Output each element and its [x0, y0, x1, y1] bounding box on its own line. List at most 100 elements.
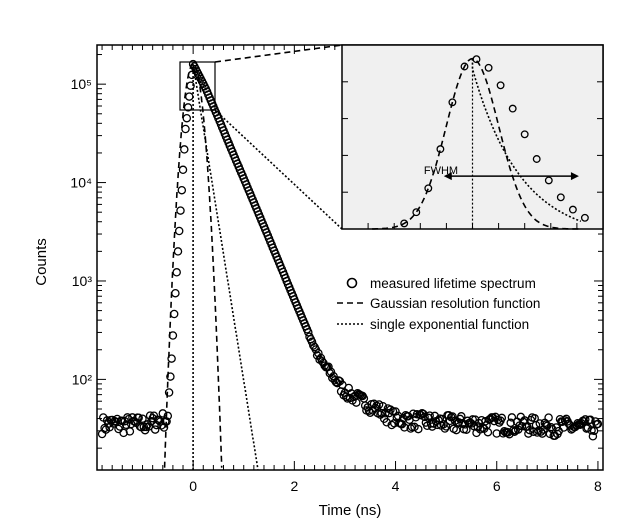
data-point: [169, 309, 179, 319]
data-point: [378, 401, 388, 411]
data-point: [414, 424, 423, 434]
data-point: [182, 113, 192, 123]
data-point: [330, 376, 340, 385]
data-point: [497, 413, 507, 423]
data-point: [588, 432, 598, 441]
data-point: [186, 81, 195, 90]
y-tick-label: 10⁴: [70, 175, 92, 191]
data-point: [425, 411, 434, 420]
data-point: [171, 288, 180, 298]
data-point: [450, 416, 460, 426]
data-point: [535, 419, 545, 428]
inset-data-point: [568, 205, 577, 214]
x-tick-label: 2: [290, 478, 298, 494]
inset: FWHM: [341, 44, 604, 230]
zoom-connector-top: [214, 44, 343, 63]
data-point: [158, 409, 168, 418]
x-tick-label: 4: [392, 478, 400, 494]
data-point: [457, 412, 466, 421]
data-point: [162, 417, 171, 426]
inset-data-point: [424, 184, 433, 193]
data-point: [168, 331, 178, 340]
data-point: [180, 145, 189, 154]
data-point: [177, 185, 187, 195]
data-point: [586, 415, 595, 425]
data-point: [544, 413, 553, 422]
inset-data-point: [508, 104, 517, 113]
inset-data-point: [460, 62, 469, 71]
data-point: [181, 124, 190, 134]
x-tick-label: 6: [493, 478, 501, 494]
data-point: [183, 103, 193, 112]
inset-data-point: [448, 98, 457, 107]
data-point: [507, 413, 517, 422]
data-point: [123, 413, 132, 422]
exponential-curve: [192, 63, 259, 470]
data-point: [164, 388, 174, 397]
legend-label-measured: measured lifetime spectrum: [370, 276, 536, 291]
inset-fwhm-label: FWHM: [424, 165, 458, 177]
inset-data-point: [472, 55, 481, 64]
data-point: [134, 413, 143, 422]
x-tick-label: 0: [189, 478, 197, 494]
y-tick-label: 10³: [72, 273, 93, 289]
zoom-box: [179, 61, 216, 111]
fit-curves: [163, 63, 259, 470]
data-point: [444, 411, 453, 420]
data-point: [326, 367, 336, 377]
inset-data-point: [412, 208, 421, 217]
data-point: [176, 206, 185, 215]
data-point: [420, 412, 429, 422]
inset-data-point: [580, 213, 589, 222]
legend-label-gaussian: Gaussian resolution function: [370, 296, 540, 311]
data-point: [448, 412, 457, 421]
data-point: [593, 419, 603, 429]
inset-data-point: [400, 219, 409, 228]
inset-data-point: [496, 81, 505, 90]
data-point: [173, 247, 183, 256]
data-point: [492, 429, 501, 438]
inset-content: [342, 55, 603, 230]
data-point: [138, 414, 147, 423]
data-point: [546, 423, 556, 432]
chart-decoration: [179, 44, 343, 230]
fwhm-arrow-head-right: [570, 172, 579, 181]
inset-data-point: [484, 63, 493, 72]
data-point: [483, 427, 493, 437]
data-point: [439, 419, 448, 429]
data-point: [345, 393, 355, 403]
legend: measured lifetime spectrum Gaussian reso…: [337, 276, 540, 332]
zoom-connector-bottom: [214, 109, 343, 230]
data-point: [172, 268, 181, 277]
y-axis-label: Counts: [33, 238, 50, 286]
data-point: [369, 399, 379, 409]
y-tick-label: 10⁵: [71, 76, 92, 92]
data-point: [391, 407, 400, 416]
inset-gaussian-curve: [372, 57, 581, 230]
data-point: [166, 372, 175, 381]
inset-data-point: [436, 145, 445, 154]
data-point: [536, 427, 546, 436]
data-point: [473, 423, 483, 432]
x-tick-label: 8: [594, 478, 602, 494]
data-point: [317, 357, 327, 366]
data-point: [506, 418, 515, 428]
data-point: [503, 428, 513, 437]
inset-exponential-curve: [471, 58, 582, 223]
data-point: [155, 417, 165, 426]
fwhm-arrow-head-left: [443, 172, 452, 181]
data-point: [452, 425, 461, 435]
data-point: [581, 415, 590, 424]
data-point: [174, 226, 184, 236]
data-point: [185, 92, 194, 101]
legend-marker-circle: [346, 277, 358, 289]
x-axis-label: Time (ns): [319, 502, 382, 519]
data-point: [352, 398, 361, 407]
inset-data-point: [520, 130, 529, 139]
data-point: [145, 411, 155, 420]
data-point: [392, 413, 402, 422]
legend-label-exponential: single exponential function: [370, 317, 529, 332]
inset-data-point: [544, 176, 553, 185]
inset-data-point: [556, 193, 565, 202]
